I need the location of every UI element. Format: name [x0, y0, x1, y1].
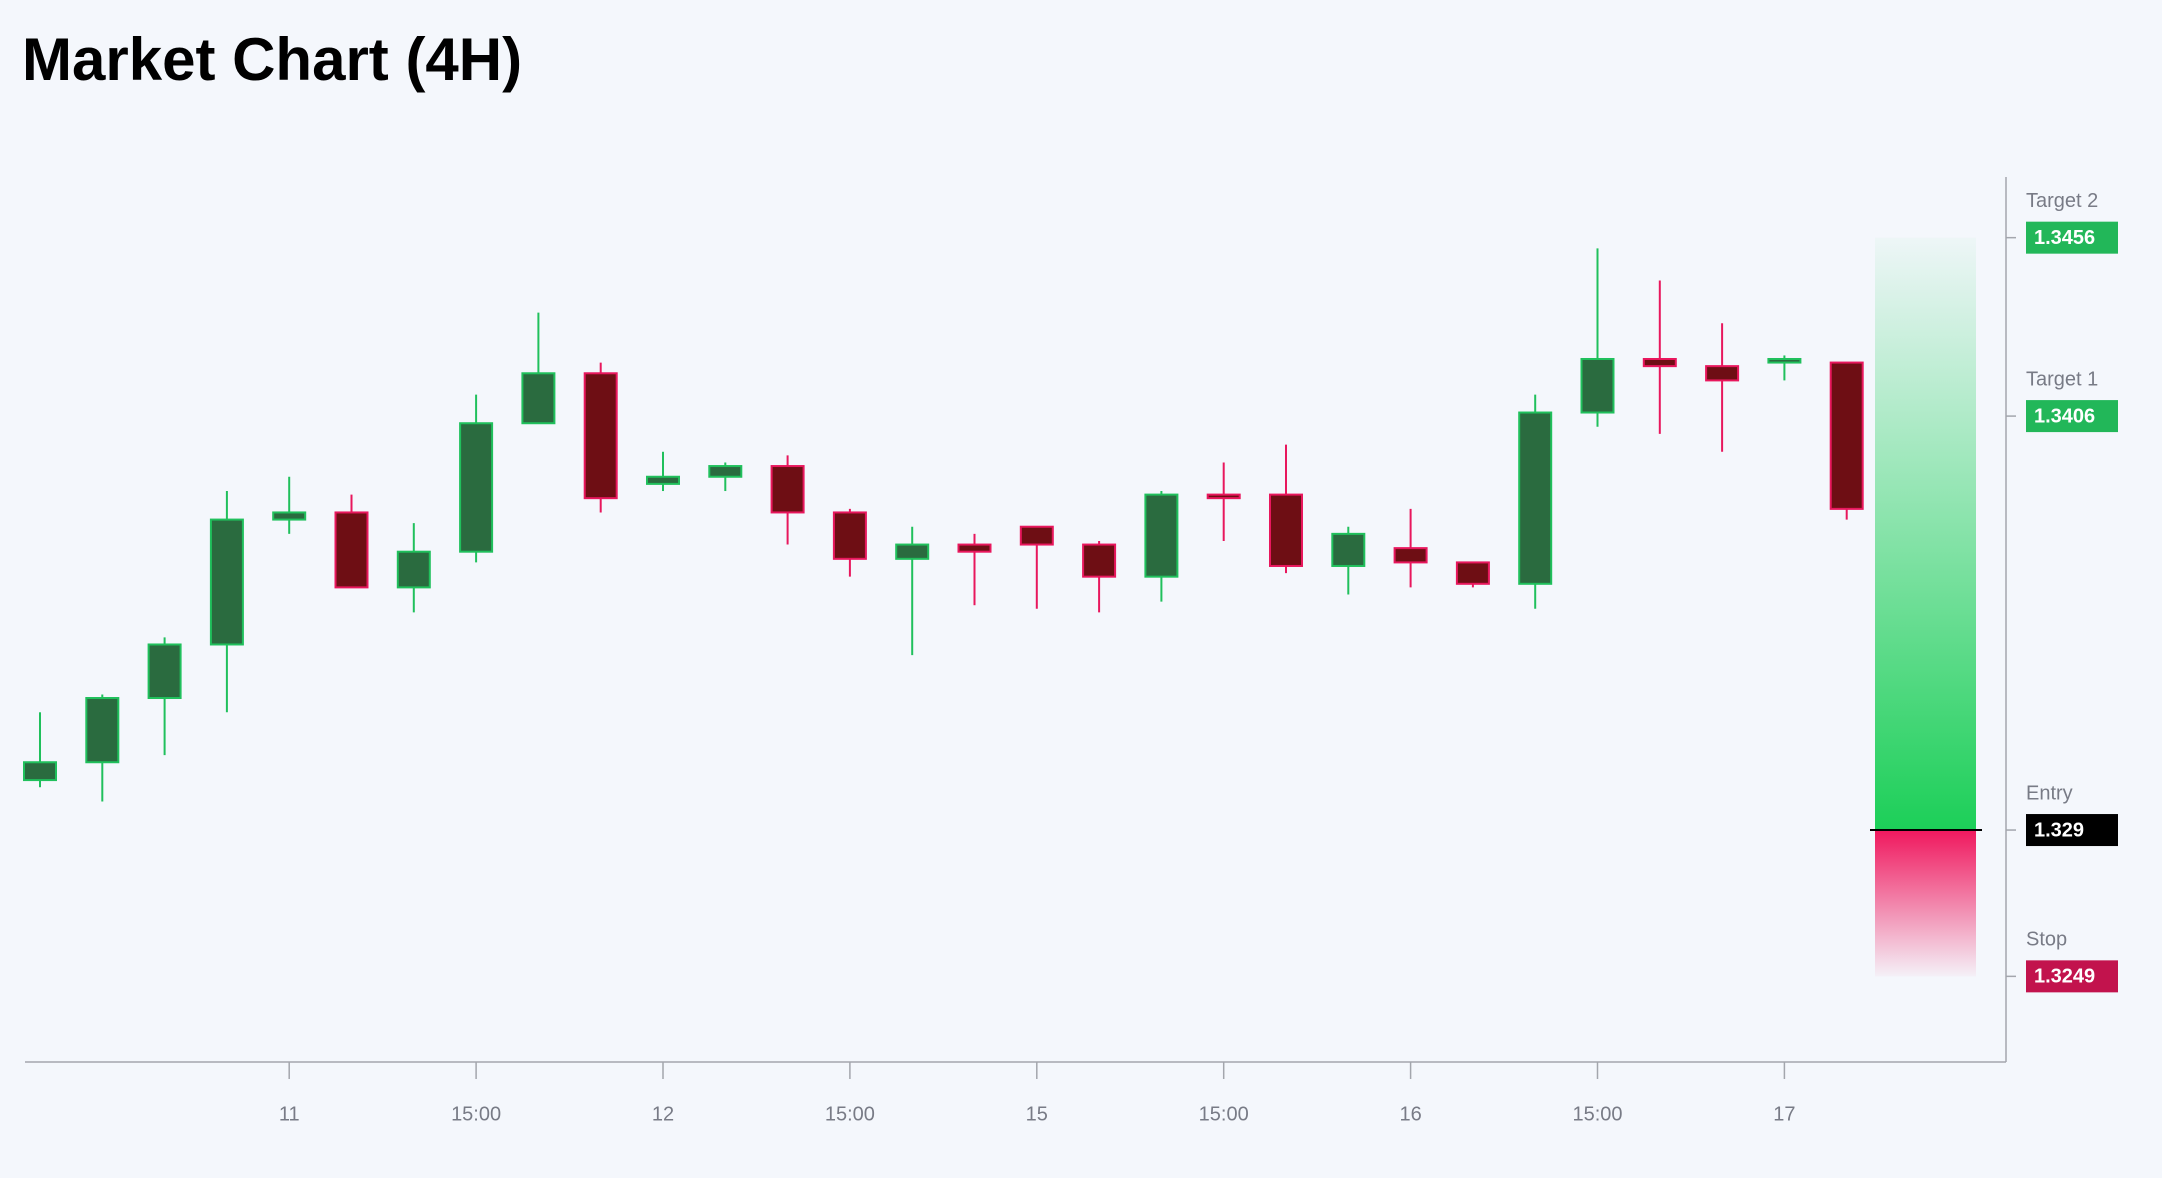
loss-zone [1875, 830, 1976, 977]
candle-body [1580, 357, 1615, 414]
candle-body [396, 550, 431, 589]
candle-body [1642, 357, 1677, 368]
level-value: 1.3249 [2034, 966, 2095, 988]
candle-body [521, 372, 556, 425]
candle-body [147, 643, 182, 700]
candle-body [770, 465, 805, 514]
level-name: Stop [2026, 929, 2067, 951]
x-tick-label: 15:00 [825, 1103, 875, 1125]
candle-body [1019, 525, 1054, 546]
x-tick-label: 17 [1773, 1103, 1795, 1125]
level-name: Entry [2026, 782, 2073, 804]
chart-title: Market Chart (4H) [22, 26, 522, 93]
candle-body [1269, 493, 1303, 567]
candle-body [1455, 561, 1490, 585]
x-tick-label: 12 [652, 1103, 674, 1125]
level-name: Target 2 [2026, 190, 2098, 212]
candle-body [832, 511, 867, 560]
level-label-box [2026, 221, 2118, 254]
candle-body [459, 422, 494, 553]
x-tick-label: 11 [279, 1103, 300, 1125]
candle-body [272, 511, 307, 521]
x-tick-label: 15 [1026, 1103, 1048, 1125]
candle-body [1144, 493, 1179, 578]
candle-body [1393, 547, 1428, 564]
level-value: 1.3406 [2034, 405, 2095, 427]
x-tick-label: 15:00 [1572, 1103, 1622, 1125]
candle-body [583, 372, 618, 500]
x-tick-label: 16 [1399, 1103, 1421, 1125]
level-name: Target 1 [2026, 368, 2098, 390]
candle-body [23, 761, 57, 782]
level-label-box [2026, 400, 2118, 433]
candle-body [85, 697, 120, 764]
candle-body [334, 511, 369, 589]
candle-body [1767, 357, 1802, 364]
candle-body [895, 543, 930, 560]
level-label-box [2026, 814, 2118, 847]
candle-body [1518, 411, 1553, 585]
x-tick-label: 15:00 [1199, 1103, 1249, 1125]
candle-body [957, 543, 992, 553]
candle-body [1829, 361, 1864, 510]
candle-body [1082, 543, 1117, 578]
candle-body [209, 518, 244, 646]
candle-body [1206, 493, 1241, 500]
candle-body [646, 475, 680, 485]
profit-zone [1875, 237, 1976, 831]
candle-body [1331, 532, 1366, 567]
x-tick-label: 15:00 [451, 1103, 501, 1125]
candle-body [708, 465, 743, 478]
level-value: 1.329 [2034, 819, 2084, 841]
level-value: 1.3456 [2034, 227, 2095, 249]
level-label-box [2026, 960, 2118, 993]
candle-body [1705, 365, 1740, 382]
